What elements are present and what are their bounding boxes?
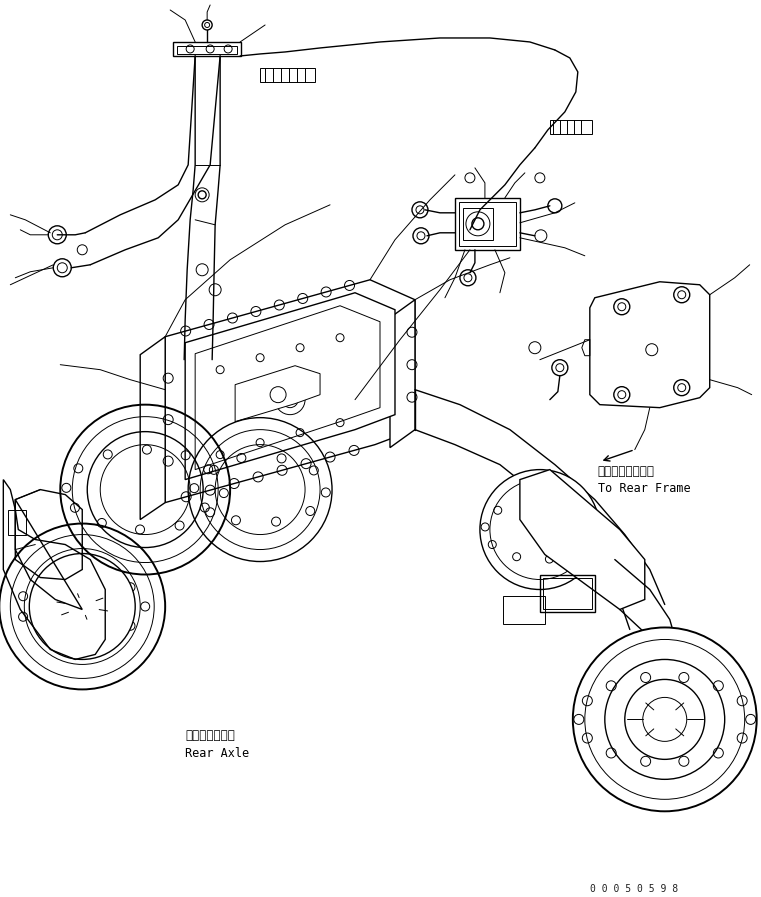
Polygon shape [165, 280, 415, 502]
Bar [463, 208, 493, 239]
Bar [174, 42, 241, 56]
Bar [8, 509, 27, 535]
Bar [455, 198, 520, 249]
Polygon shape [235, 366, 320, 422]
Polygon shape [140, 336, 165, 519]
Bar [260, 68, 315, 82]
Circle shape [573, 628, 756, 811]
Text: リヤーフレームへ: リヤーフレームへ [598, 465, 654, 477]
Bar [550, 120, 592, 134]
Text: Rear Axle: Rear Axle [185, 747, 250, 761]
Circle shape [480, 470, 600, 589]
Bar [503, 597, 545, 624]
Polygon shape [590, 282, 710, 407]
Polygon shape [185, 292, 395, 480]
Polygon shape [520, 470, 645, 609]
Text: リヤーアクスル: リヤーアクスル [185, 729, 235, 743]
Bar [177, 46, 237, 54]
Bar [540, 574, 595, 613]
Bar [543, 578, 592, 609]
Circle shape [29, 553, 135, 659]
Bar [459, 202, 516, 246]
Polygon shape [390, 300, 415, 448]
Text: To Rear Frame: To Rear Frame [598, 482, 690, 494]
Text: 0 0 0 5 0 5 9 8: 0 0 0 5 0 5 9 8 [590, 884, 678, 894]
